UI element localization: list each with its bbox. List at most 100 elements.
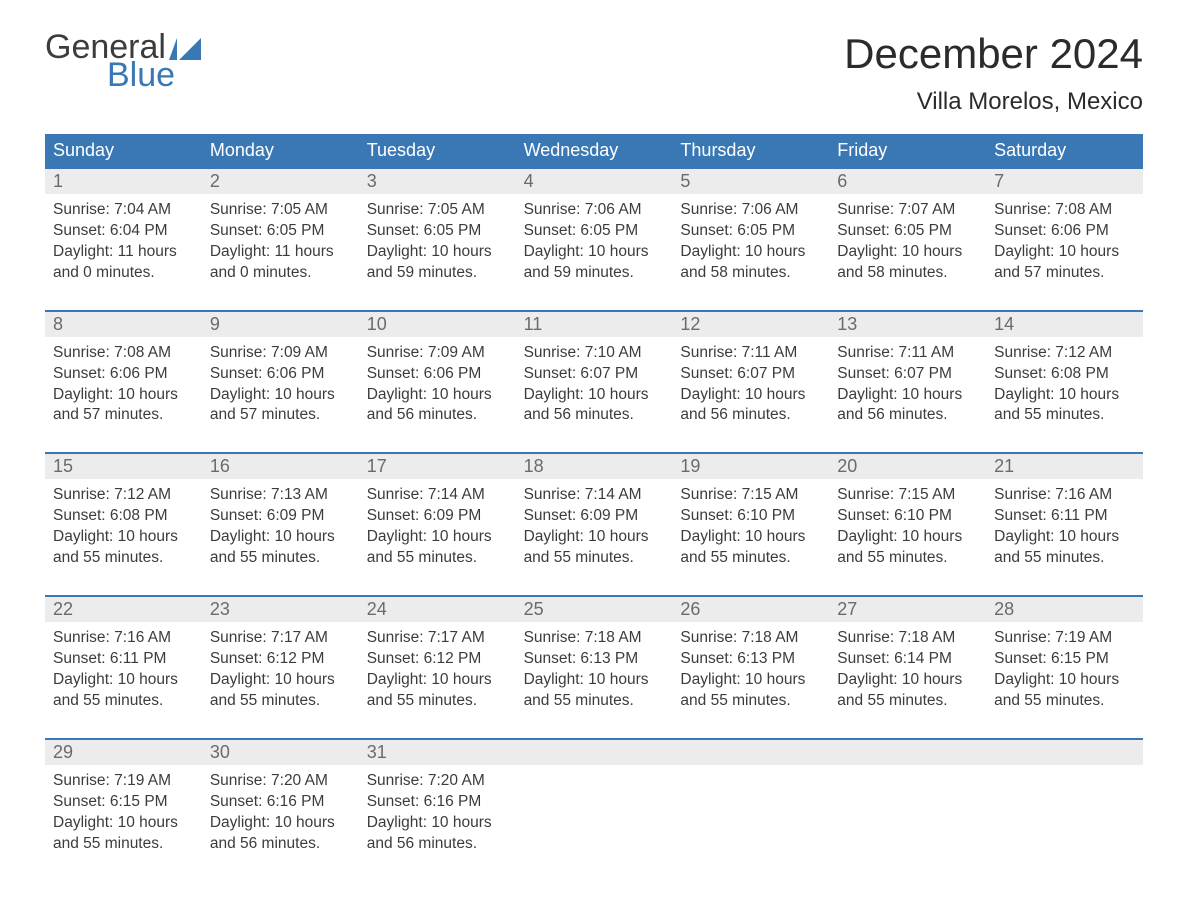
day-number: 1 <box>45 169 202 194</box>
day-28: 28Sunrise: 7:19 AMSunset: 6:15 PMDayligh… <box>986 597 1143 724</box>
empty-day-number <box>516 740 673 765</box>
weekday-header-row: SundayMondayTuesdayWednesdayThursdayFrid… <box>45 134 1143 167</box>
day-26: 26Sunrise: 7:18 AMSunset: 6:13 PMDayligh… <box>672 597 829 724</box>
day-22: 22Sunrise: 7:16 AMSunset: 6:11 PMDayligh… <box>45 597 202 724</box>
day-number: 14 <box>986 312 1143 337</box>
day-details: Sunrise: 7:12 AMSunset: 6:08 PMDaylight:… <box>45 479 202 581</box>
day-details: Sunrise: 7:18 AMSunset: 6:13 PMDaylight:… <box>516 622 673 724</box>
day-details: Sunrise: 7:08 AMSunset: 6:06 PMDaylight:… <box>45 337 202 439</box>
day-details: Sunrise: 7:09 AMSunset: 6:06 PMDaylight:… <box>202 337 359 439</box>
day-27: 27Sunrise: 7:18 AMSunset: 6:14 PMDayligh… <box>829 597 986 724</box>
day-14: 14Sunrise: 7:12 AMSunset: 6:08 PMDayligh… <box>986 312 1143 439</box>
brand-word2: Blue <box>107 58 201 92</box>
day-number: 19 <box>672 454 829 479</box>
day-9: 9Sunrise: 7:09 AMSunset: 6:06 PMDaylight… <box>202 312 359 439</box>
day-number: 28 <box>986 597 1143 622</box>
day-21: 21Sunrise: 7:16 AMSunset: 6:11 PMDayligh… <box>986 454 1143 581</box>
week-row: 15Sunrise: 7:12 AMSunset: 6:08 PMDayligh… <box>45 452 1143 581</box>
day-24: 24Sunrise: 7:17 AMSunset: 6:12 PMDayligh… <box>359 597 516 724</box>
day-details: Sunrise: 7:13 AMSunset: 6:09 PMDaylight:… <box>202 479 359 581</box>
day-5: 5Sunrise: 7:06 AMSunset: 6:05 PMDaylight… <box>672 169 829 296</box>
day-details: Sunrise: 7:14 AMSunset: 6:09 PMDaylight:… <box>516 479 673 581</box>
day-4: 4Sunrise: 7:06 AMSunset: 6:05 PMDaylight… <box>516 169 673 296</box>
header: General Blue December 2024 Villa Morelos… <box>45 30 1143 124</box>
day-number: 6 <box>829 169 986 194</box>
empty-day-number <box>986 740 1143 765</box>
day-details: Sunrise: 7:18 AMSunset: 6:13 PMDaylight:… <box>672 622 829 724</box>
day-details: Sunrise: 7:14 AMSunset: 6:09 PMDaylight:… <box>359 479 516 581</box>
empty-day <box>672 740 829 867</box>
day-number: 29 <box>45 740 202 765</box>
week-row: 29Sunrise: 7:19 AMSunset: 6:15 PMDayligh… <box>45 738 1143 867</box>
day-number: 11 <box>516 312 673 337</box>
month-title: December 2024 <box>844 30 1143 78</box>
weekday-friday: Friday <box>829 134 986 167</box>
day-number: 8 <box>45 312 202 337</box>
day-details: Sunrise: 7:11 AMSunset: 6:07 PMDaylight:… <box>829 337 986 439</box>
day-details: Sunrise: 7:18 AMSunset: 6:14 PMDaylight:… <box>829 622 986 724</box>
day-number: 10 <box>359 312 516 337</box>
day-details: Sunrise: 7:15 AMSunset: 6:10 PMDaylight:… <box>829 479 986 581</box>
day-number: 17 <box>359 454 516 479</box>
location: Villa Morelos, Mexico <box>844 88 1143 116</box>
empty-day <box>516 740 673 867</box>
day-details: Sunrise: 7:05 AMSunset: 6:05 PMDaylight:… <box>359 194 516 296</box>
day-details: Sunrise: 7:04 AMSunset: 6:04 PMDaylight:… <box>45 194 202 296</box>
day-number: 18 <box>516 454 673 479</box>
day-details: Sunrise: 7:12 AMSunset: 6:08 PMDaylight:… <box>986 337 1143 439</box>
day-20: 20Sunrise: 7:15 AMSunset: 6:10 PMDayligh… <box>829 454 986 581</box>
day-6: 6Sunrise: 7:07 AMSunset: 6:05 PMDaylight… <box>829 169 986 296</box>
day-number: 25 <box>516 597 673 622</box>
empty-day-number <box>672 740 829 765</box>
day-details: Sunrise: 7:09 AMSunset: 6:06 PMDaylight:… <box>359 337 516 439</box>
day-details: Sunrise: 7:06 AMSunset: 6:05 PMDaylight:… <box>672 194 829 296</box>
day-number: 15 <box>45 454 202 479</box>
day-number: 22 <box>45 597 202 622</box>
week-row: 1Sunrise: 7:04 AMSunset: 6:04 PMDaylight… <box>45 167 1143 296</box>
day-11: 11Sunrise: 7:10 AMSunset: 6:07 PMDayligh… <box>516 312 673 439</box>
day-details: Sunrise: 7:16 AMSunset: 6:11 PMDaylight:… <box>986 479 1143 581</box>
day-2: 2Sunrise: 7:05 AMSunset: 6:05 PMDaylight… <box>202 169 359 296</box>
weekday-saturday: Saturday <box>986 134 1143 167</box>
day-17: 17Sunrise: 7:14 AMSunset: 6:09 PMDayligh… <box>359 454 516 581</box>
day-number: 12 <box>672 312 829 337</box>
day-number: 26 <box>672 597 829 622</box>
week-row: 22Sunrise: 7:16 AMSunset: 6:11 PMDayligh… <box>45 595 1143 724</box>
brand-logo: General Blue <box>45 30 201 92</box>
day-number: 31 <box>359 740 516 765</box>
day-29: 29Sunrise: 7:19 AMSunset: 6:15 PMDayligh… <box>45 740 202 867</box>
empty-day-number <box>829 740 986 765</box>
day-details: Sunrise: 7:20 AMSunset: 6:16 PMDaylight:… <box>202 765 359 867</box>
day-12: 12Sunrise: 7:11 AMSunset: 6:07 PMDayligh… <box>672 312 829 439</box>
day-details: Sunrise: 7:10 AMSunset: 6:07 PMDaylight:… <box>516 337 673 439</box>
day-details: Sunrise: 7:17 AMSunset: 6:12 PMDaylight:… <box>202 622 359 724</box>
day-number: 3 <box>359 169 516 194</box>
day-details: Sunrise: 7:20 AMSunset: 6:16 PMDaylight:… <box>359 765 516 867</box>
day-16: 16Sunrise: 7:13 AMSunset: 6:09 PMDayligh… <box>202 454 359 581</box>
day-31: 31Sunrise: 7:20 AMSunset: 6:16 PMDayligh… <box>359 740 516 867</box>
weekday-monday: Monday <box>202 134 359 167</box>
day-number: 23 <box>202 597 359 622</box>
day-details: Sunrise: 7:08 AMSunset: 6:06 PMDaylight:… <box>986 194 1143 296</box>
day-details: Sunrise: 7:05 AMSunset: 6:05 PMDaylight:… <box>202 194 359 296</box>
calendar: SundayMondayTuesdayWednesdayThursdayFrid… <box>45 134 1143 866</box>
day-7: 7Sunrise: 7:08 AMSunset: 6:06 PMDaylight… <box>986 169 1143 296</box>
weekday-thursday: Thursday <box>672 134 829 167</box>
day-25: 25Sunrise: 7:18 AMSunset: 6:13 PMDayligh… <box>516 597 673 724</box>
empty-day <box>986 740 1143 867</box>
day-details: Sunrise: 7:19 AMSunset: 6:15 PMDaylight:… <box>986 622 1143 724</box>
day-number: 20 <box>829 454 986 479</box>
day-10: 10Sunrise: 7:09 AMSunset: 6:06 PMDayligh… <box>359 312 516 439</box>
day-details: Sunrise: 7:17 AMSunset: 6:12 PMDaylight:… <box>359 622 516 724</box>
day-23: 23Sunrise: 7:17 AMSunset: 6:12 PMDayligh… <box>202 597 359 724</box>
day-18: 18Sunrise: 7:14 AMSunset: 6:09 PMDayligh… <box>516 454 673 581</box>
day-number: 24 <box>359 597 516 622</box>
day-number: 27 <box>829 597 986 622</box>
day-number: 13 <box>829 312 986 337</box>
day-30: 30Sunrise: 7:20 AMSunset: 6:16 PMDayligh… <box>202 740 359 867</box>
day-number: 9 <box>202 312 359 337</box>
day-details: Sunrise: 7:06 AMSunset: 6:05 PMDaylight:… <box>516 194 673 296</box>
day-number: 16 <box>202 454 359 479</box>
day-number: 7 <box>986 169 1143 194</box>
day-details: Sunrise: 7:11 AMSunset: 6:07 PMDaylight:… <box>672 337 829 439</box>
